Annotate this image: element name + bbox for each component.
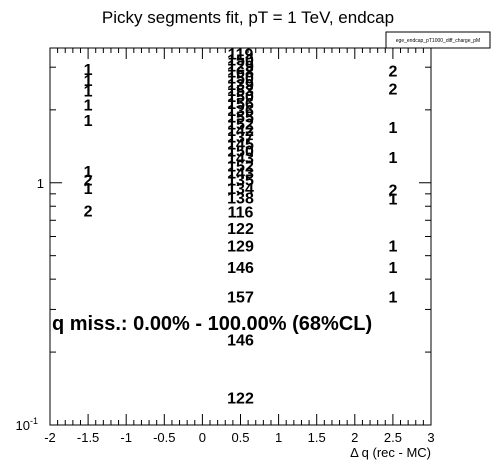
bin-value-label: 1 [388, 150, 397, 167]
bin-value-label: 134 [227, 181, 254, 198]
bin-value-label: 1 [388, 260, 397, 277]
bin-value-label: 152 [227, 116, 254, 133]
bin-value-label: 152 [227, 158, 254, 175]
bin-value-label: 1 [388, 120, 397, 137]
bin-value-label: 1 [388, 192, 397, 209]
legend-frame [385, 31, 491, 49]
y-tick-label: 1 [37, 176, 44, 191]
x-tick-label: 3 [427, 430, 434, 445]
bin-value-label: 146 [227, 260, 254, 277]
bin-value-label: 2 [388, 81, 397, 98]
x-tick-label: 0.5 [231, 430, 249, 445]
x-tick-label: 1.5 [308, 430, 326, 445]
bin-value-label: 150 [227, 53, 254, 70]
bin-value-label: 156 [227, 96, 254, 113]
legend-box: ege_endcap_pT1000_diff_charge_pM [385, 31, 491, 49]
bin-value-label: 157 [227, 289, 254, 306]
bin-value-label: 2 [84, 173, 93, 190]
bin-value-label: 136 [227, 103, 254, 120]
bin-value-label: 1 [84, 113, 93, 130]
x-tick-label: 2.5 [384, 430, 402, 445]
bin-value-label: 1 [84, 73, 93, 90]
bin-value-label: 2 [388, 182, 397, 199]
x-axis-ticks [49, 48, 432, 425]
x-axis-tick-labels: -2 -1.5 -1 -0.5 0 0.5 1 1.5 2 2.5 3 [44, 430, 434, 445]
bin-value-label: 150 [227, 89, 254, 106]
bin-value-label: 1 [84, 181, 93, 198]
bin-value-label: 146 [227, 333, 254, 350]
x-tick-label: -2 [44, 430, 56, 445]
bin-value-label: 129 [227, 239, 254, 256]
x-tick-label: -1.5 [77, 430, 99, 445]
bin-value-label: 143 [227, 166, 254, 183]
y-tick-label-exponent: -1 [30, 416, 38, 426]
bin-value-label: 1 [84, 84, 93, 101]
legend-entry: ege_endcap_pT1000_diff_charge_pM [396, 38, 480, 44]
bin-value-label: 143 [227, 151, 254, 168]
bin-value-label: 155 [227, 109, 254, 126]
bin-value-label: 1 [388, 289, 397, 306]
bin-value-label: 139 [227, 77, 254, 94]
bin-value-label: 1 [84, 98, 93, 115]
bin-value-label: 1 [84, 164, 93, 181]
bin-value-label: 2 [84, 203, 93, 220]
bin-value-label: 116 [228, 205, 254, 222]
bin-value-label: 145 [227, 137, 254, 154]
bin-value-label: 150 [227, 70, 254, 87]
bin-value-label: 142 [227, 123, 254, 140]
bin-value-label: 137 [227, 130, 254, 147]
bin-value-label: 2 [388, 64, 397, 81]
bin-value-label: 122 [227, 390, 254, 407]
x-tick-label: 0 [199, 430, 206, 445]
x-tick-label: -1 [120, 430, 132, 445]
x-tick-label: 2 [351, 430, 358, 445]
bin-value-label: 153 [227, 83, 254, 100]
bin-value-label: 129 [227, 58, 254, 75]
bin-value-label: 119 [228, 46, 254, 63]
y-axis-ticks [50, 66, 431, 426]
charge-misid-annotation: q miss.: 0.00% - 100.00% (68%CL) [52, 313, 372, 335]
bin-value-label: 150 [227, 143, 254, 160]
bin-value-label: 1 [388, 239, 397, 256]
bin-value-label: 135 [227, 173, 254, 190]
chart-title: Picky segments fit, pT = 1 TeV, endcap [102, 8, 394, 27]
bin-labels: 1111112121191501291681501391531501561361… [84, 46, 398, 407]
bin-value-label: 138 [227, 190, 254, 207]
bin-value-label: 122 [227, 221, 254, 238]
bin-value-label: 1 [84, 62, 93, 79]
x-tick-label: -0.5 [153, 430, 175, 445]
x-tick-label: 1 [275, 430, 282, 445]
x-axis-label: Δ q (rec - MC) [350, 445, 431, 460]
bin-value-label: 168 [227, 64, 254, 81]
